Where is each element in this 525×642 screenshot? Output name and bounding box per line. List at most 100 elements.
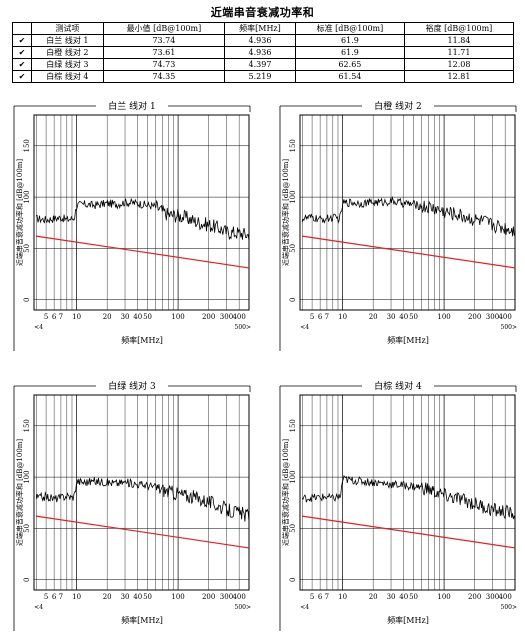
y-tick-label: 0	[289, 298, 297, 302]
x-tick-label: 40	[399, 593, 408, 601]
min-value: 74.73	[102, 58, 225, 71]
x-extra-tick-high: 500>	[501, 604, 517, 611]
x-tick-label: 100	[437, 593, 450, 601]
x-tick-label: 400	[498, 593, 511, 601]
y-tick-label: 100	[289, 470, 297, 483]
x-tick-label: 6	[318, 313, 323, 321]
x-tick-label: 50	[143, 313, 152, 321]
table-row: ✔ 白兰 线对 1 73.74 4.936 61.9 11.84	[12, 34, 515, 47]
x-extra-tick-high: 500>	[501, 324, 517, 331]
table-header-cell: 最小值 [dB@100m]	[102, 22, 225, 35]
x-tick-label: 30	[121, 593, 130, 601]
y-tick-label: 150	[23, 139, 31, 152]
x-tick-label: 300	[486, 313, 499, 321]
margin-value: 11.84	[403, 34, 515, 47]
y-tick-label: 0	[23, 298, 31, 302]
chart-title: 白橙 线对 2	[374, 100, 421, 112]
pair-name: 白兰 线对 1	[31, 34, 104, 47]
x-tick-label: 5	[310, 313, 314, 321]
x-tick-label: 400	[498, 313, 511, 321]
x-extra-tick-low: <4	[34, 324, 43, 331]
plot-frame	[33, 114, 250, 311]
freq-value: 5.219	[223, 70, 296, 83]
limit-line	[302, 235, 516, 269]
plot-frame	[299, 114, 516, 311]
x-tick-label: 50	[143, 593, 152, 601]
freq-value: 4.936	[223, 34, 296, 47]
pair-name: 白绿 线对 3	[31, 58, 104, 71]
std-value: 61.9	[294, 46, 405, 59]
pair-name: 白棕 线对 4	[31, 70, 104, 83]
table-row: ✔ 白橙 线对 2 73.61 4.936 61.9 11.71	[12, 46, 515, 59]
margin-value: 11.71	[403, 46, 515, 59]
table-row: ✔ 白绿 线对 3 74.73 4.397 62.65 12.08	[12, 58, 515, 71]
x-tick-label: 10	[72, 313, 81, 321]
x-tick-label: 5	[44, 313, 48, 321]
x-tick-label: 7	[59, 313, 63, 321]
summary-table: 测试项 最小值 [dB@100m] 频率[MHz] 标准 [dB@100m] 裕…	[12, 22, 515, 83]
y-tick-label: 50	[289, 524, 297, 533]
x-tick-label: 40	[399, 313, 408, 321]
y-tick-label: 0	[289, 578, 297, 582]
table-header-row: 测试项 最小值 [dB@100m] 频率[MHz] 标准 [dB@100m] 裕…	[12, 22, 515, 35]
x-tick-label: 6	[52, 593, 57, 601]
x-tick-label: 300	[486, 593, 499, 601]
min-value: 73.61	[102, 46, 225, 59]
x-tick-label: 6	[52, 313, 57, 321]
std-value: 61.9	[294, 34, 405, 47]
x-tick-label: 50	[409, 593, 418, 601]
table-header-check	[12, 22, 32, 35]
margin-value: 12.81	[403, 70, 515, 83]
std-value: 62.65	[294, 58, 405, 71]
x-tick-label: 20	[103, 593, 112, 601]
check-icon: ✔	[12, 46, 32, 59]
y-tick-label: 100	[23, 190, 31, 203]
y-tick-label: 50	[23, 244, 31, 253]
x-tick-label: 30	[387, 313, 396, 321]
x-axis-label: 频率[MHz]	[387, 335, 429, 345]
freq-value: 4.936	[223, 46, 296, 59]
x-extra-tick-high: 500>	[235, 604, 251, 611]
y-tick-label: 100	[23, 470, 31, 483]
measured-trace	[35, 477, 250, 522]
x-extra-tick-low: <4	[300, 604, 309, 611]
x-tick-label: 20	[369, 593, 378, 601]
table-header-cell: 频率[MHz]	[223, 22, 296, 35]
y-tick-label: 150	[289, 139, 297, 152]
std-value: 61.54	[294, 70, 405, 83]
x-tick-label: 50	[409, 313, 418, 321]
min-value: 73.74	[102, 34, 225, 47]
plot-frame	[299, 394, 516, 591]
x-tick-label: 300	[220, 313, 233, 321]
x-tick-label: 5	[44, 593, 48, 601]
x-tick-label: 10	[72, 593, 81, 601]
y-tick-label: 50	[23, 524, 31, 533]
x-tick-label: 400	[232, 593, 245, 601]
table-header-cell: 测试项	[31, 22, 104, 35]
x-extra-tick-low: <4	[34, 604, 43, 611]
y-axis-label: 近端串音衰减功率和 [dB@100m]	[15, 159, 24, 267]
min-value: 74.35	[102, 70, 225, 83]
x-tick-label: 200	[468, 313, 481, 321]
x-tick-label: 6	[318, 593, 323, 601]
table-header-cell: 裕度 [dB@100m]	[403, 22, 515, 35]
y-tick-label: 150	[289, 419, 297, 432]
plot-frame	[33, 394, 250, 591]
check-icon: ✔	[12, 58, 32, 71]
table-header-cell: 标准 [dB@100m]	[294, 22, 405, 35]
x-tick-label: 100	[171, 313, 184, 321]
x-tick-label: 5	[310, 593, 314, 601]
x-axis-label: 频率[MHz]	[121, 335, 163, 345]
measured-trace	[36, 197, 250, 242]
measured-trace	[301, 475, 516, 520]
y-axis-label: 近端串音衰减功率和 [dB@100m]	[281, 159, 290, 267]
table-row: ✔ 白棕 线对 4 74.35 5.219 61.54 12.81	[12, 70, 515, 83]
x-tick-label: 40	[133, 313, 142, 321]
x-tick-label: 100	[171, 593, 184, 601]
chart-title: 白棕 线对 4	[374, 380, 422, 392]
x-tick-label: 30	[387, 593, 396, 601]
x-tick-label: 20	[369, 313, 378, 321]
